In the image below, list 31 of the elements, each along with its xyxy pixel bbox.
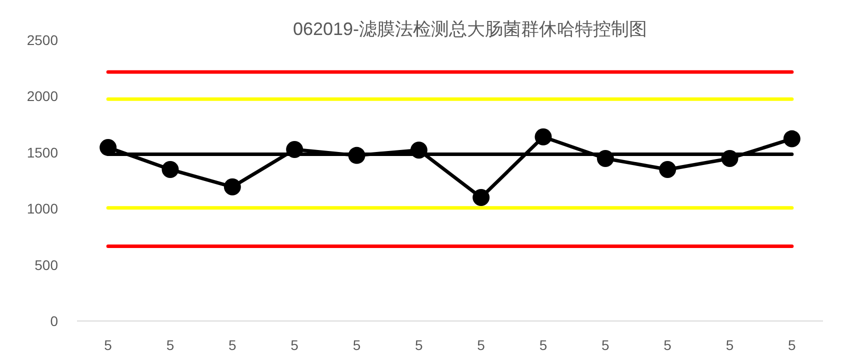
x-tick-label: 5 xyxy=(788,337,796,353)
x-tick-label: 5 xyxy=(104,337,112,353)
point xyxy=(224,178,241,196)
y-tick-label: 2000 xyxy=(26,88,58,104)
x-tick-label: 5 xyxy=(352,337,361,353)
point xyxy=(534,128,552,146)
x-tick-label: 5 xyxy=(726,337,734,353)
x-tick-label: 5 xyxy=(290,337,299,353)
y-tick-label: 1500 xyxy=(26,144,58,160)
point xyxy=(286,140,304,158)
point xyxy=(472,188,490,206)
chart-title: 062019-滤膜法检测总大肠菌群休哈特控制图 xyxy=(292,19,648,39)
y-tick-label: 500 xyxy=(34,256,58,273)
x-tick-label: 5 xyxy=(602,337,610,353)
y-tick-label: 0 xyxy=(50,313,58,329)
x-tick-label: 5 xyxy=(539,337,548,353)
point xyxy=(659,160,676,178)
x-tick-label: 5 xyxy=(415,337,424,353)
x-tick-label: 5 xyxy=(228,337,237,353)
y-tick-label: 2500 xyxy=(26,32,58,48)
x-tick-label: 5 xyxy=(664,337,672,353)
x-tick-label: 5 xyxy=(166,337,174,353)
point xyxy=(100,138,117,156)
point xyxy=(162,160,179,178)
point xyxy=(721,150,738,167)
point xyxy=(348,146,366,164)
y-tick-label: 1000 xyxy=(26,200,58,217)
point xyxy=(596,150,614,167)
point xyxy=(410,142,428,159)
x-tick-label: 5 xyxy=(477,337,486,353)
point xyxy=(783,130,800,148)
